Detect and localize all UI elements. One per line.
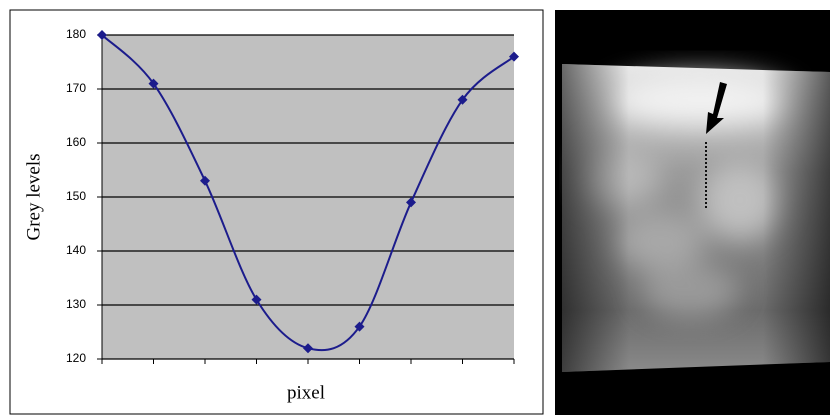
marker [406, 197, 416, 208]
marker [148, 78, 159, 89]
y-tick-label: 130 [66, 297, 86, 311]
y-tick-label: 160 [66, 135, 86, 149]
marker [251, 294, 262, 305]
y-tick-label: 120 [66, 351, 86, 365]
marker [354, 321, 365, 332]
chart: 120 130 140 150 160 170 180 [66, 27, 519, 365]
arrow [706, 82, 727, 134]
marker [457, 94, 468, 105]
photo [555, 10, 830, 415]
marker [509, 51, 519, 62]
y-tick-label: 180 [66, 27, 86, 41]
y-axis-label: Grey levels [23, 153, 44, 240]
x-axis-label: pixel [287, 382, 325, 403]
y-tick-label: 140 [66, 243, 86, 257]
marker [200, 175, 210, 186]
marker [97, 30, 107, 40]
y-tick-label: 150 [66, 189, 86, 203]
y-tick-label: 170 [66, 81, 86, 95]
marker [303, 343, 313, 354]
tissue-shade [562, 64, 830, 372]
